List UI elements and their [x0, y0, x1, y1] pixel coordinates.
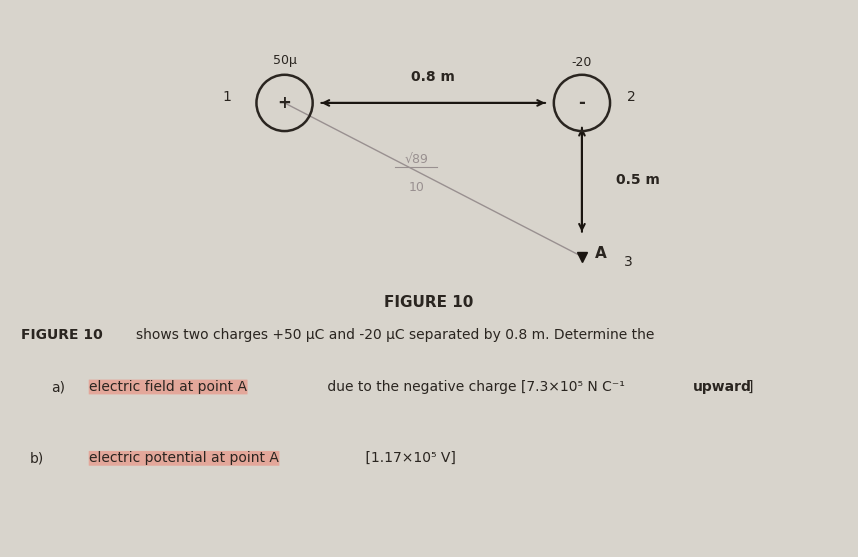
- Text: FIGURE 10: FIGURE 10: [21, 328, 103, 342]
- Text: 3: 3: [625, 255, 633, 269]
- Text: -20: -20: [571, 56, 592, 69]
- Text: 0.5 m: 0.5 m: [616, 173, 660, 187]
- Text: 50μ: 50μ: [273, 53, 297, 66]
- Text: shows two charges +50 μC and -20 μC separated by 0.8 m. Determine the: shows two charges +50 μC and -20 μC sepa…: [136, 328, 655, 342]
- Text: √89: √89: [404, 153, 428, 166]
- Text: FIGURE 10: FIGURE 10: [384, 295, 474, 310]
- Text: +: +: [278, 94, 292, 112]
- Text: electric field at point A: electric field at point A: [89, 380, 247, 394]
- Text: ]: ]: [747, 380, 753, 394]
- Text: -: -: [578, 94, 585, 112]
- Text: 2: 2: [627, 90, 636, 105]
- Text: 1: 1: [222, 90, 231, 105]
- Text: upward: upward: [692, 380, 752, 394]
- Text: a): a): [51, 380, 65, 394]
- Text: electric potential at point A: electric potential at point A: [89, 451, 279, 465]
- Text: [1.17×10⁵ V]: [1.17×10⁵ V]: [361, 451, 456, 465]
- Text: b): b): [30, 451, 44, 465]
- Text: 10: 10: [408, 181, 424, 194]
- Text: due to the negative charge [7.3×10⁵ N C⁻¹: due to the negative charge [7.3×10⁵ N C⁻…: [323, 380, 625, 394]
- Text: A: A: [595, 246, 607, 261]
- Text: 0.8 m: 0.8 m: [411, 70, 456, 84]
